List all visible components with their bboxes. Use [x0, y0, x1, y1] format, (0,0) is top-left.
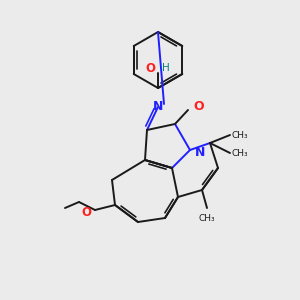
- Text: N: N: [195, 146, 206, 158]
- Text: N: N: [153, 100, 163, 113]
- Text: CH₃: CH₃: [232, 130, 249, 140]
- Text: CH₃: CH₃: [232, 148, 249, 158]
- Text: O: O: [145, 61, 155, 74]
- Text: O: O: [193, 100, 204, 113]
- Text: O: O: [81, 206, 91, 218]
- Text: CH₃: CH₃: [199, 214, 215, 223]
- Text: H: H: [162, 63, 170, 73]
